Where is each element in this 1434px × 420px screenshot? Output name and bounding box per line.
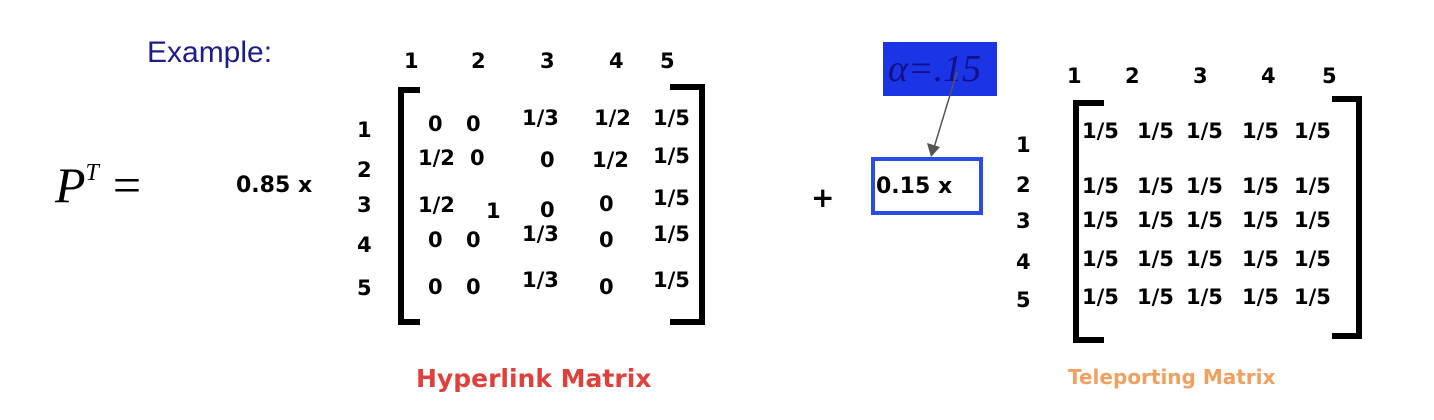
hyperlink-cell: 1/5 <box>653 106 690 130</box>
hyperlink-cell: 1/5 <box>653 186 690 210</box>
teleport-cell: 1/5 <box>1186 285 1223 309</box>
teleport-caption: Teleporting Matrix <box>1068 365 1276 389</box>
teleport-cell: 1/5 <box>1294 208 1331 232</box>
hyperlink-cell: 1/2 <box>592 148 629 172</box>
hyperlink-row-header: 3 <box>357 193 372 217</box>
hyperlink-cell: 1/3 <box>522 268 559 292</box>
teleport-cell: 1/5 <box>1242 174 1279 198</box>
teleport-left-bracket <box>1073 100 1104 343</box>
hyperlink-row-header: 5 <box>357 276 372 300</box>
hyperlink-row-header: 2 <box>357 158 372 182</box>
example-label: Example: <box>147 36 273 69</box>
teleport-coefficient: 0.15 x <box>876 174 953 199</box>
lhs-superscript: T <box>85 160 99 187</box>
lhs-equals: = <box>112 157 142 213</box>
hyperlink-cell: 0 <box>599 275 614 299</box>
hyperlink-col-header: 3 <box>540 49 555 73</box>
teleport-col-header: 3 <box>1193 64 1208 88</box>
hyperlink-cell: 0 <box>540 148 555 172</box>
teleport-cell: 1/5 <box>1242 247 1279 271</box>
teleport-cell: 1/5 <box>1186 174 1223 198</box>
teleport-cell: 1/5 <box>1242 208 1279 232</box>
alpha-highlight <box>883 42 997 96</box>
hyperlink-cell: 1/3 <box>522 106 559 130</box>
teleport-cell: 1/5 <box>1294 119 1331 143</box>
hyperlink-cell: 0 <box>470 146 485 170</box>
teleport-row-header: 4 <box>1016 250 1031 274</box>
teleport-cell: 1/5 <box>1082 208 1119 232</box>
teleport-row-header: 2 <box>1016 173 1031 197</box>
teleport-cell: 1/5 <box>1137 285 1174 309</box>
teleport-coefficient-box <box>871 157 983 215</box>
hyperlink-coefficient: 0.85 x <box>236 173 313 198</box>
alpha-annotation: α=.15 <box>888 48 982 90</box>
plus-operator: + <box>811 181 835 214</box>
teleport-cell: 1/5 <box>1294 247 1331 271</box>
teleport-right-bracket <box>1332 96 1362 339</box>
teleport-cell: 1/5 <box>1137 174 1174 198</box>
teleport-col-header: 2 <box>1125 64 1140 88</box>
teleport-col-header: 4 <box>1261 64 1276 88</box>
teleport-cell: 1/5 <box>1137 119 1174 143</box>
teleport-cell: 1/5 <box>1186 247 1223 271</box>
hyperlink-cell: 1/2 <box>418 193 455 217</box>
teleport-cell: 1/5 <box>1137 247 1174 271</box>
hyperlink-cell: 1/3 <box>522 222 559 246</box>
teleport-cell: 1/5 <box>1082 247 1119 271</box>
teleport-row-header: 3 <box>1016 209 1031 233</box>
alpha-arrow-line <box>932 71 958 152</box>
teleport-row-header: 5 <box>1016 288 1031 312</box>
hyperlink-left-bracket <box>398 87 420 325</box>
teleport-cell: 1/5 <box>1242 119 1279 143</box>
hyperlink-col-header: 5 <box>660 49 675 73</box>
hyperlink-cell: 0 <box>428 228 443 252</box>
teleport-row-header: 1 <box>1016 133 1031 157</box>
hyperlink-cell: 1/5 <box>653 144 690 168</box>
hyperlink-row-header: 4 <box>357 233 372 257</box>
teleport-col-header: 5 <box>1322 64 1337 88</box>
teleport-cell: 1/5 <box>1294 285 1331 309</box>
hyperlink-cell: 1 <box>486 199 501 223</box>
hyperlink-cell: 0 <box>466 112 481 136</box>
teleport-col-header: 1 <box>1067 64 1082 88</box>
hyperlink-cell: 0 <box>466 228 481 252</box>
hyperlink-cell: 1/5 <box>653 268 690 292</box>
teleport-cell: 1/5 <box>1186 208 1223 232</box>
lhs-symbol: P <box>55 157 86 213</box>
alpha-arrow-head <box>927 143 940 157</box>
hyperlink-cell: 0 <box>599 228 614 252</box>
hyperlink-row-header: 1 <box>357 118 372 142</box>
hyperlink-caption: Hyperlink Matrix <box>416 364 652 393</box>
teleport-cell: 1/5 <box>1082 174 1119 198</box>
hyperlink-right-bracket <box>670 84 705 325</box>
hyperlink-cell: 0 <box>466 275 481 299</box>
hyperlink-col-header: 1 <box>404 49 419 73</box>
lhs-expression: PT = <box>55 160 141 210</box>
teleport-cell: 1/5 <box>1082 285 1119 309</box>
teleport-cell: 1/5 <box>1137 208 1174 232</box>
hyperlink-cell: 1/5 <box>653 222 690 246</box>
teleport-cell: 1/5 <box>1242 285 1279 309</box>
hyperlink-cell: 1/2 <box>418 146 455 170</box>
hyperlink-col-header: 2 <box>471 49 486 73</box>
hyperlink-cell: 1/2 <box>594 106 631 130</box>
hyperlink-cell: 0 <box>428 112 443 136</box>
teleport-cell: 1/5 <box>1186 119 1223 143</box>
hyperlink-cell: 0 <box>428 275 443 299</box>
hyperlink-cell: 0 <box>599 192 614 216</box>
teleport-cell: 1/5 <box>1294 174 1331 198</box>
teleport-cell: 1/5 <box>1082 119 1119 143</box>
hyperlink-cell: 0 <box>540 198 555 222</box>
hyperlink-col-header: 4 <box>609 49 624 73</box>
